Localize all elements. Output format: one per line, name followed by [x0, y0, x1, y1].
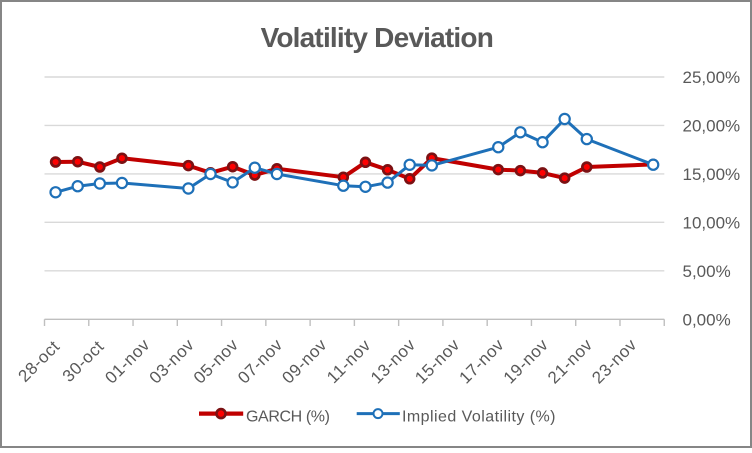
svg-text:20,00%: 20,00%	[683, 117, 741, 136]
svg-text:0,00%: 0,00%	[683, 311, 731, 330]
svg-text:5,00%: 5,00%	[683, 262, 731, 281]
svg-text:Volatility Deviation: Volatility Deviation	[261, 22, 493, 53]
svg-text:GARCH (%): GARCH (%)	[246, 408, 330, 425]
svg-text:25,00%: 25,00%	[683, 68, 741, 87]
svg-text:Implied Volatility (%): Implied Volatility (%)	[402, 408, 556, 425]
svg-text:15,00%: 15,00%	[683, 165, 741, 184]
svg-text:10,00%: 10,00%	[683, 214, 741, 233]
